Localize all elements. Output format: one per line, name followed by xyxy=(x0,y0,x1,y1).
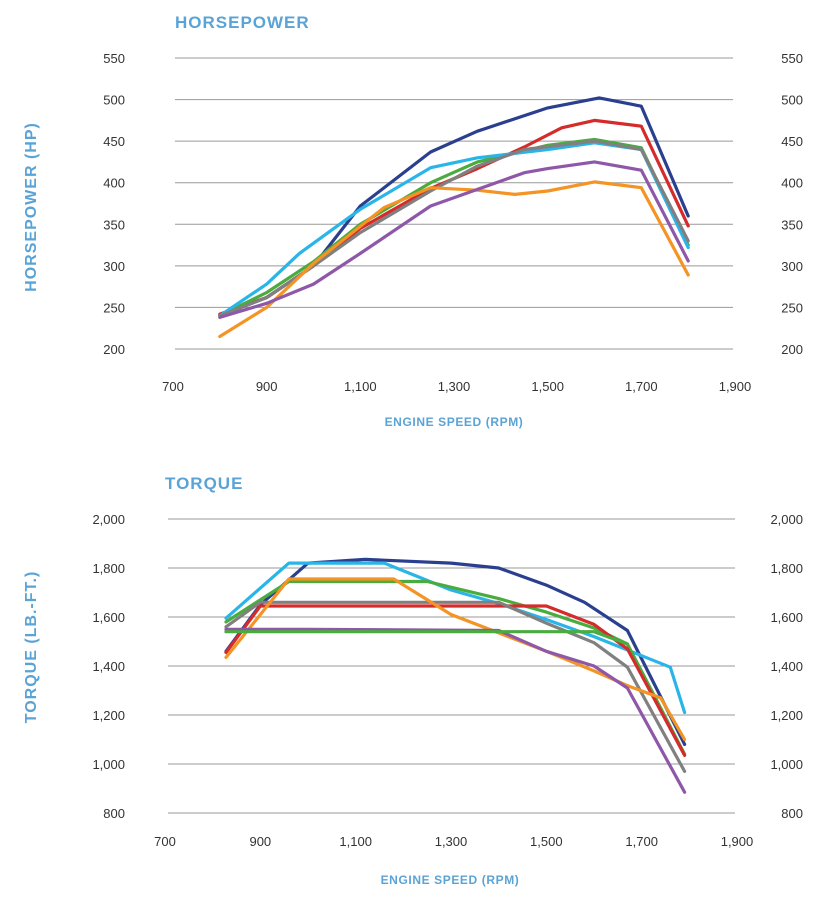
hp-series-line-7 xyxy=(218,160,690,319)
tq-series-line-5 xyxy=(224,600,687,773)
tq-y-tick-label-right: 1,000 xyxy=(770,757,803,772)
hp-y-tick-labels-left: 200 250 300 350 400 450 500 550 xyxy=(103,51,125,357)
hp-y-tick-label-right: 300 xyxy=(781,259,803,274)
tq-y-tick-label-right: 2,000 xyxy=(770,512,803,527)
tq-x-tick-label: 1,500 xyxy=(530,834,563,849)
hp-y-axis-label: HORSEPOWER (HP) xyxy=(23,122,40,292)
hp-x-tick-label: 1,500 xyxy=(531,379,564,394)
hp-x-tick-label: 1,300 xyxy=(438,379,471,394)
hp-y-tick-labels-right: 200 250 300 350 400 450 500 550 xyxy=(781,51,803,357)
hp-y-tick-label-right: 400 xyxy=(781,176,803,191)
tq-y-tick-label: 1,400 xyxy=(92,659,125,674)
tq-series-line-7 xyxy=(224,627,687,794)
tq-x-tick-label: 900 xyxy=(249,834,271,849)
hp-x-tick-label: 700 xyxy=(162,379,184,394)
hp-x-tick-labels: 700 900 1,100 1,300 1,500 1,700 1,900 xyxy=(162,379,751,394)
hp-y-tick-label-right: 550 xyxy=(781,51,803,66)
tq-y-tick-label-right: 1,200 xyxy=(770,708,803,723)
hp-x-tick-label: 1,700 xyxy=(625,379,658,394)
tq-y-tick-label-right: 1,800 xyxy=(770,561,803,576)
tq-series-line-4 xyxy=(224,604,687,757)
tq-x-tick-label: 1,100 xyxy=(339,834,372,849)
tq-y-axis-label: TORQUE (LB.-FT.) xyxy=(23,571,40,724)
tq-y-tick-label: 2,000 xyxy=(92,512,125,527)
hp-y-tick-label-right: 450 xyxy=(781,134,803,149)
hp-y-tick-label: 450 xyxy=(103,134,125,149)
hp-series-line-5 xyxy=(218,139,690,318)
hp-x-tick-label: 1,100 xyxy=(344,379,377,394)
hp-y-tick-label: 550 xyxy=(103,51,125,66)
tq-y-tick-labels-right: 800 1,000 1,200 1,400 1,600 1,800 2,000 xyxy=(770,512,803,821)
tq-series-lines xyxy=(224,557,687,794)
hp-series-line-6 xyxy=(218,180,690,339)
tq-x-tick-label: 700 xyxy=(154,834,176,849)
tq-y-tick-label: 800 xyxy=(103,806,125,821)
tq-y-tick-label-right: 800 xyxy=(781,806,803,821)
hp-y-tick-label: 200 xyxy=(103,342,125,357)
tq-y-tick-label-right: 1,400 xyxy=(770,659,803,674)
hp-x-tick-label: 900 xyxy=(256,379,278,394)
tq-y-tick-labels-left: 800 1,000 1,200 1,400 1,600 1,800 2,000 xyxy=(92,512,125,821)
hp-y-tick-label: 350 xyxy=(103,217,125,232)
hp-x-tick-label: 1,900 xyxy=(719,379,752,394)
tq-y-tick-label: 1,600 xyxy=(92,610,125,625)
hp-y-tick-label-right: 500 xyxy=(781,93,803,108)
tq-chart-title: TORQUE xyxy=(165,474,243,493)
hp-y-tick-label-right: 250 xyxy=(781,300,803,315)
tq-series-line-8 xyxy=(224,630,629,646)
hp-y-tick-label: 400 xyxy=(103,176,125,191)
hp-x-axis-label: ENGINE SPEED (RPM) xyxy=(385,415,524,429)
hp-y-tick-label: 300 xyxy=(103,259,125,274)
tq-y-tick-label: 1,200 xyxy=(92,708,125,723)
tq-y-tick-label-right: 1,600 xyxy=(770,610,803,625)
hp-series-lines xyxy=(218,96,690,339)
hp-series-line-3 xyxy=(218,137,690,318)
hp-series-line-4 xyxy=(218,141,690,318)
tq-y-tick-label: 1,800 xyxy=(92,561,125,576)
hp-y-tick-label: 500 xyxy=(103,93,125,108)
tq-x-tick-label: 1,900 xyxy=(721,834,754,849)
hp-y-tick-label-right: 200 xyxy=(781,342,803,357)
tq-x-axis-label: ENGINE SPEED (RPM) xyxy=(381,873,520,887)
tq-x-tick-label: 1,300 xyxy=(435,834,468,849)
tq-x-tick-labels: 700 900 1,100 1,300 1,500 1,700 1,900 xyxy=(154,834,753,849)
hp-chart-title: HORSEPOWER xyxy=(175,13,310,32)
tq-y-tick-label: 1,000 xyxy=(92,757,125,772)
tq-gridlines xyxy=(168,518,735,814)
hp-y-tick-label-right: 350 xyxy=(781,217,803,232)
hp-y-tick-label: 250 xyxy=(103,300,125,315)
torque-chart: TORQUE 800 1,000 1,200 1,400 1,600 1,800 2,000… xyxy=(23,474,803,887)
tq-x-tick-label: 1,700 xyxy=(625,834,658,849)
